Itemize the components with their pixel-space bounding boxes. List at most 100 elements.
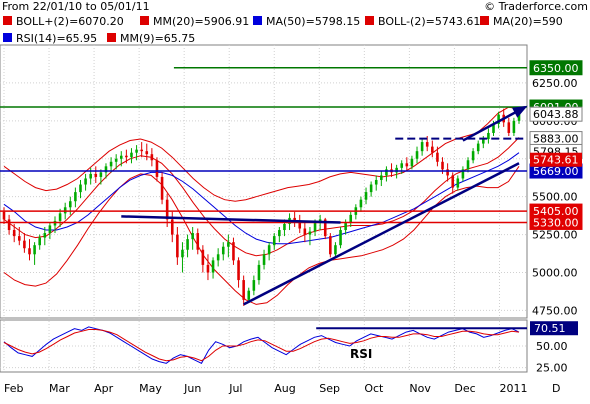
candle-body bbox=[79, 184, 82, 193]
candle-body bbox=[374, 179, 378, 185]
value-label-box bbox=[530, 152, 582, 167]
projection-arrow bbox=[462, 106, 526, 142]
legend-label: MM(20)=5906.91 bbox=[153, 15, 249, 28]
x-tick-label: Oct bbox=[364, 382, 384, 395]
candle-body bbox=[160, 176, 164, 200]
candle-body bbox=[43, 233, 47, 238]
rsi-title: RSI bbox=[350, 347, 372, 361]
candle-body bbox=[33, 245, 36, 255]
candle-body bbox=[303, 228, 307, 235]
candle-body bbox=[135, 149, 138, 153]
rsi-tick-label: 25.00 bbox=[536, 362, 568, 375]
candles-layer bbox=[2, 108, 521, 306]
x-tick-label: Sep bbox=[319, 382, 340, 395]
legend-swatch bbox=[365, 16, 374, 25]
candle-body bbox=[23, 240, 26, 249]
candle-body bbox=[119, 155, 123, 159]
x-tick-label: Nov bbox=[409, 382, 431, 395]
candle-body bbox=[456, 178, 460, 188]
candle-body bbox=[94, 173, 98, 177]
price-tick-label: 6250.00 bbox=[532, 77, 578, 90]
candle-body bbox=[89, 173, 92, 179]
x-tick-label: D bbox=[552, 382, 560, 395]
rsi-layer: RSI bbox=[3, 326, 527, 364]
candle-body bbox=[410, 158, 414, 167]
price-panel-frame bbox=[0, 44, 528, 319]
candle-body bbox=[165, 199, 169, 220]
candle-body bbox=[405, 163, 409, 167]
value-label-box bbox=[529, 106, 583, 122]
candle-body bbox=[471, 151, 475, 161]
candle-body bbox=[369, 184, 373, 193]
level-label: 5330.00 bbox=[533, 216, 579, 229]
labels-layer: 4750.005000.005250.005500.005750.006000.… bbox=[4, 60, 583, 395]
candle-body bbox=[380, 175, 383, 180]
candle-body bbox=[293, 217, 296, 221]
candle-body bbox=[125, 155, 128, 158]
rsi-level-box bbox=[530, 321, 578, 336]
candle-body bbox=[308, 231, 312, 235]
candle-body bbox=[278, 230, 281, 237]
x-tick-label: Feb bbox=[4, 382, 23, 395]
candle-body bbox=[232, 242, 235, 261]
candle-body bbox=[237, 260, 240, 281]
candle-body bbox=[339, 230, 342, 246]
candle-body bbox=[130, 152, 133, 158]
candle-body bbox=[451, 175, 455, 188]
legend: BOLL+(2)=6070.20 MM(20)=5906.91 MA(50)=579… bbox=[3, 15, 563, 45]
candle-body bbox=[487, 132, 490, 140]
candle-body bbox=[344, 222, 347, 231]
candle-body bbox=[28, 248, 31, 255]
legend-label: MM(9)=65.75 bbox=[120, 32, 195, 45]
price-tick-label: 5000.00 bbox=[532, 267, 578, 280]
candle-body bbox=[385, 169, 388, 176]
candle-body bbox=[298, 220, 302, 229]
candle-body bbox=[18, 236, 21, 241]
candle-body bbox=[497, 114, 500, 124]
candle-body bbox=[170, 219, 174, 235]
ma50-line bbox=[3, 152, 520, 245]
candle-body bbox=[2, 211, 6, 220]
candle-body bbox=[104, 166, 108, 173]
candle-body bbox=[400, 163, 404, 168]
candle-body bbox=[349, 214, 353, 223]
candle-body bbox=[186, 239, 189, 250]
candle-body bbox=[58, 213, 62, 221]
candle-body bbox=[425, 142, 429, 147]
legend-label: BOLL+(2)=6070.20 bbox=[16, 15, 124, 28]
candle-body bbox=[431, 146, 434, 153]
x-tick-label: Dec bbox=[454, 382, 475, 395]
rsi-signal-line bbox=[3, 329, 520, 362]
candle-body bbox=[476, 143, 480, 152]
candle-body bbox=[12, 230, 16, 237]
legend-swatch bbox=[140, 16, 149, 25]
candle-body bbox=[334, 245, 337, 255]
candle-body bbox=[201, 249, 205, 265]
candle-body bbox=[446, 169, 449, 176]
candle-body bbox=[206, 264, 210, 273]
arrow-head bbox=[512, 105, 528, 118]
candle-body bbox=[247, 290, 251, 300]
level-label-box bbox=[529, 60, 583, 76]
candle-body bbox=[395, 167, 398, 173]
candle-body bbox=[84, 178, 87, 185]
trendline bbox=[243, 162, 520, 306]
candle-body bbox=[74, 192, 77, 202]
candle-body bbox=[436, 152, 439, 162]
candle-body bbox=[99, 172, 103, 177]
candle-body bbox=[53, 220, 57, 226]
candle-body bbox=[507, 122, 511, 133]
candle-body bbox=[176, 234, 179, 258]
x-tick-label: Mar bbox=[49, 382, 70, 395]
candle-body bbox=[48, 225, 52, 234]
candle-body bbox=[221, 246, 225, 255]
candle-body bbox=[323, 219, 327, 237]
price-tick-label: 4750.00 bbox=[532, 304, 578, 317]
level-label: 5669.00 bbox=[533, 165, 579, 178]
candle-body bbox=[38, 237, 41, 246]
candle-body bbox=[420, 142, 424, 152]
legend-label: RSI(14)=65.95 bbox=[16, 32, 97, 45]
header-range: From 22/01/10 to 05/01/11 bbox=[2, 0, 150, 13]
trendline bbox=[121, 215, 341, 224]
